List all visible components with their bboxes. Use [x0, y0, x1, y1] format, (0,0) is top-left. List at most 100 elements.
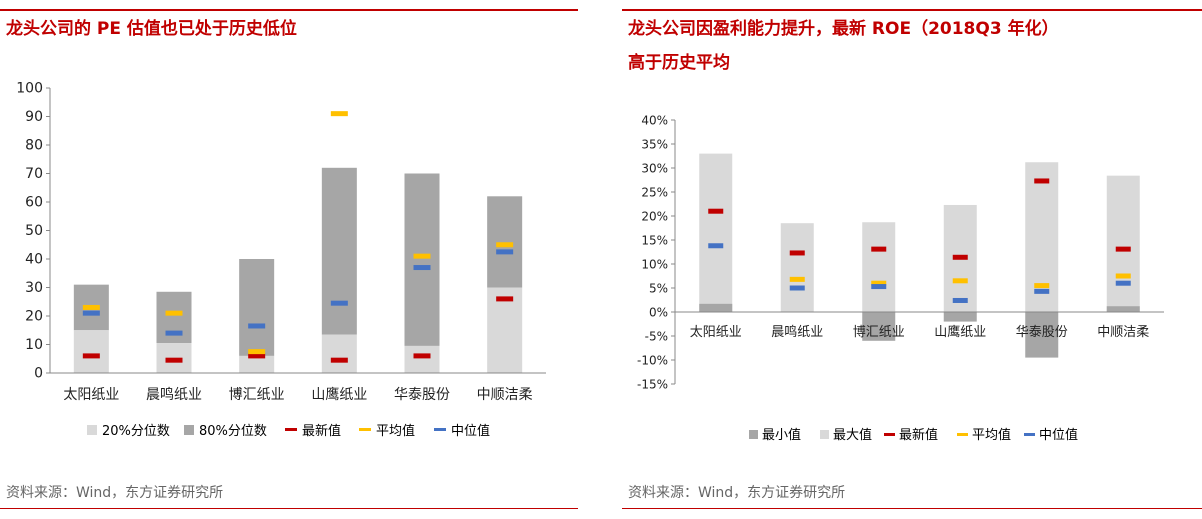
marker-median: [1115, 280, 1131, 286]
marker-latest: [952, 254, 968, 260]
left-source-note: 资料来源：Wind，东方证券研究所: [6, 485, 224, 501]
marker-latest: [871, 246, 887, 252]
legend-label-max: 最大值: [833, 427, 872, 443]
bar-p20: [404, 345, 440, 373]
marker-latest: [789, 250, 805, 256]
marker-median: [330, 300, 348, 306]
y-tick-label: 10%: [641, 258, 668, 272]
bar-max: [1106, 175, 1140, 312]
right-chart-title-line2: 高于历史平均: [628, 53, 730, 73]
y-tick-label: 50: [25, 223, 43, 239]
marker-latest: [82, 353, 100, 359]
marker-median: [708, 243, 724, 249]
marker-latest: [708, 208, 724, 214]
y-tick-label: 100: [16, 81, 43, 97]
marker-median: [789, 285, 805, 291]
bottom-rule: [622, 508, 1202, 509]
y-tick-label: 10: [25, 337, 43, 353]
marker-median: [248, 323, 266, 329]
legend-swatch-p80: [184, 425, 194, 435]
roe-panel: 龙头公司因盈利能力提升，最新 ROE（2018Q3 年化） 高于历史平均 -15…: [622, 0, 1202, 519]
bar-p20: [239, 355, 275, 373]
marker-median: [871, 284, 887, 290]
marker-latest: [248, 353, 266, 359]
category-label: 华泰股份: [1016, 325, 1068, 340]
legend-label-latest: 最新值: [302, 423, 341, 439]
y-tick-label: 30%: [641, 162, 668, 176]
right-chart-title-line1: 龙头公司因盈利能力提升，最新 ROE（2018Q3 年化）: [628, 19, 1059, 39]
y-tick-label: 0: [34, 366, 43, 382]
top-rule: [622, 9, 1202, 11]
y-tick-label: 80: [25, 138, 43, 154]
marker-avg: [789, 276, 805, 282]
bar-max: [780, 223, 814, 312]
y-tick-label: 60: [25, 195, 43, 211]
y-tick-label: 70: [25, 166, 43, 182]
category-label: 晨鸣纸业: [771, 324, 823, 340]
legend-label-p20: 20%分位数: [102, 424, 170, 439]
legend-swatch-min: [749, 430, 758, 439]
pe-valuation-panel: 龙头公司的 PE 估值也已处于历史低位 0 10 20 30 40 50 60 70 80 90 1…: [0, 0, 578, 519]
legend-label-avg: 平均值: [376, 423, 415, 439]
y-tick-label: 5%: [649, 282, 668, 296]
y-tick-label: -15%: [637, 378, 668, 392]
legend-swatch-median: [434, 428, 446, 431]
category-label: 山鹰纸业: [311, 387, 367, 403]
category-label: 山鹰纸业: [934, 324, 986, 340]
category-label: 中顺洁柔: [1097, 325, 1149, 340]
bar-min: [862, 312, 896, 341]
bar-p20: [487, 287, 523, 373]
marker-avg: [952, 278, 968, 284]
category-label: 博汇纸业: [853, 325, 905, 340]
bar-max: [862, 222, 896, 312]
y-tick-label: 90: [25, 109, 43, 125]
legend-swatch-avg: [957, 433, 968, 436]
y-tick-label: 40: [25, 252, 43, 268]
marker-avg: [871, 280, 887, 286]
right-source-note: 资料来源：Wind，东方证券研究所: [628, 485, 846, 501]
y-tick-label: 20%: [641, 210, 668, 224]
roe-chart: -15% -10% -5% 0% 5% 10% 15% 20% 25% 30% 35% 40% 太阳纸业…: [637, 114, 1164, 443]
marker-median: [82, 310, 100, 316]
legend-label-latest: 最新值: [899, 427, 938, 443]
marker-avg: [496, 242, 514, 248]
bar-min: [699, 303, 733, 312]
marker-median: [413, 265, 431, 271]
legend-label-min: 最小值: [762, 427, 801, 443]
legend-label-median: 中位值: [451, 423, 490, 439]
marker-latest: [1034, 178, 1050, 184]
y-tick-label: 30: [25, 280, 43, 296]
marker-latest: [496, 296, 514, 302]
legend-swatch-p20: [87, 425, 97, 435]
category-label: 太阳纸业: [63, 387, 119, 403]
y-tick-label: 35%: [641, 138, 668, 152]
y-tick-label: -10%: [637, 354, 668, 368]
legend-swatch-avg: [359, 428, 371, 431]
y-tick-label: 15%: [641, 234, 668, 248]
marker-avg: [330, 111, 348, 117]
category-label: 博汇纸业: [229, 386, 285, 403]
legend-label-median: 中位值: [1039, 427, 1078, 443]
legend-swatch-median: [1024, 433, 1035, 436]
marker-latest: [1115, 246, 1131, 252]
y-tick-label: 25%: [641, 186, 668, 200]
bar-p80: [487, 196, 523, 288]
left-chart-title: 龙头公司的 PE 估值也已处于历史低位: [6, 19, 297, 39]
category-label: 太阳纸业: [690, 325, 742, 340]
marker-median: [952, 297, 968, 303]
legend-swatch-latest: [884, 433, 895, 436]
bar-p80: [239, 259, 275, 356]
legend-swatch-latest: [285, 428, 297, 431]
bar-max: [699, 153, 733, 312]
marker-avg: [413, 253, 431, 259]
bar-p20: [73, 330, 109, 373]
marker-avg: [1115, 273, 1131, 279]
marker-avg: [1034, 283, 1050, 289]
marker-median: [165, 330, 183, 336]
marker-latest: [165, 357, 183, 363]
left-legend: 20%分位数 80%分位数 最新值 平均值 中位值: [87, 423, 490, 439]
category-label: 晨鸣纸业: [146, 386, 202, 403]
y-tick-label: 20: [25, 309, 43, 325]
pe-chart: 0 10 20 30 40 50 60 70 80 90 100 太阳纸业 晨鸣纸业 博汇纸业 山鹰纸业 华泰…: [16, 81, 546, 439]
top-rule: [0, 9, 578, 11]
